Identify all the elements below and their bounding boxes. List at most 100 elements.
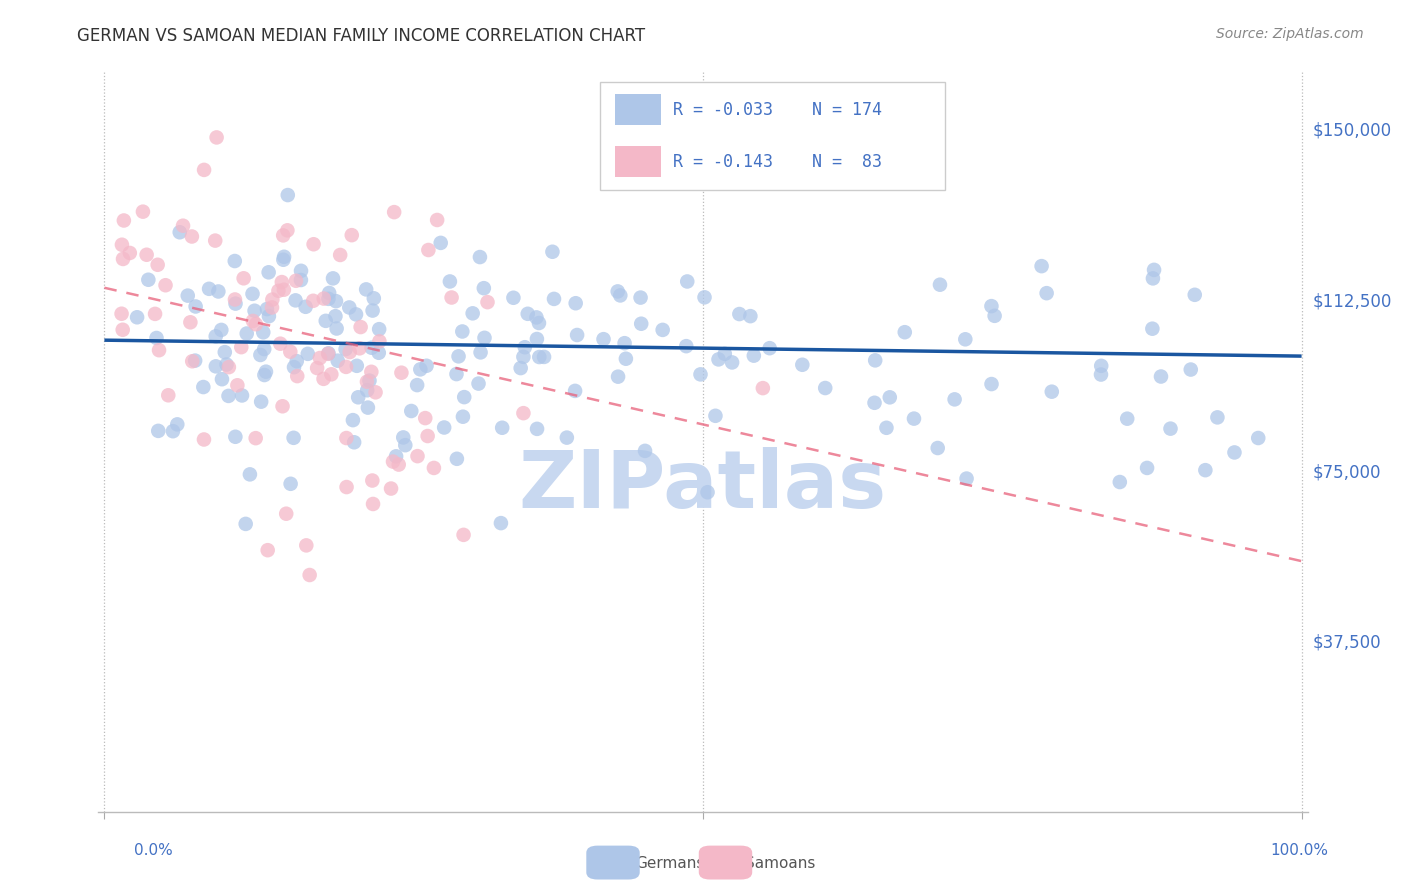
Point xyxy=(316,347,339,361)
Point xyxy=(193,162,215,177)
Point xyxy=(592,332,614,346)
Point xyxy=(250,394,273,409)
Point xyxy=(1184,288,1206,302)
Point xyxy=(380,482,402,496)
Point xyxy=(346,359,368,373)
Point xyxy=(502,291,524,305)
Point xyxy=(361,303,384,318)
Point xyxy=(325,309,347,323)
Point xyxy=(675,339,697,353)
Point xyxy=(204,329,226,343)
Point xyxy=(242,314,264,328)
Point xyxy=(273,283,295,297)
Point xyxy=(359,374,381,388)
Point xyxy=(368,322,391,336)
Point xyxy=(1116,411,1139,425)
Point xyxy=(423,461,446,475)
FancyBboxPatch shape xyxy=(600,82,945,190)
Point xyxy=(312,372,335,386)
Point xyxy=(290,264,312,278)
Point xyxy=(278,344,301,359)
Point xyxy=(526,422,548,436)
Point xyxy=(235,326,257,341)
Point xyxy=(394,438,416,452)
Point xyxy=(489,516,512,530)
Point xyxy=(215,358,238,372)
Point xyxy=(180,229,202,244)
Point xyxy=(742,349,765,363)
Point xyxy=(1035,286,1057,301)
Point xyxy=(166,417,188,432)
Point xyxy=(1247,431,1270,445)
Point xyxy=(416,429,439,443)
Point xyxy=(218,389,240,403)
Point xyxy=(302,293,325,308)
Text: GERMAN VS SAMOAN MEDIAN FAMILY INCOME CORRELATION CHART: GERMAN VS SAMOAN MEDIAN FAMILY INCOME CO… xyxy=(77,27,645,45)
Point xyxy=(1206,410,1229,425)
Point xyxy=(318,346,340,360)
Point xyxy=(342,413,364,427)
Point xyxy=(470,345,492,359)
Point xyxy=(814,381,837,395)
Point xyxy=(1040,384,1063,399)
Point xyxy=(298,568,321,582)
Point xyxy=(863,396,886,410)
Point xyxy=(110,307,132,321)
Point xyxy=(290,273,312,287)
Point xyxy=(271,228,294,243)
Point xyxy=(1180,362,1202,376)
Point xyxy=(676,275,699,289)
Text: N = 174: N = 174 xyxy=(811,101,882,119)
Point xyxy=(689,368,711,382)
Point xyxy=(335,359,357,374)
Point xyxy=(231,340,253,354)
Point xyxy=(329,248,352,262)
Point xyxy=(693,290,716,304)
Point xyxy=(980,299,1002,313)
Point xyxy=(630,291,652,305)
Point xyxy=(474,331,496,345)
Point xyxy=(879,390,901,404)
Point xyxy=(406,449,429,463)
Point xyxy=(321,368,343,382)
Text: R = -0.143: R = -0.143 xyxy=(672,153,773,170)
Point xyxy=(181,354,204,368)
Point xyxy=(239,467,262,482)
Point xyxy=(792,358,814,372)
Point xyxy=(758,341,780,355)
Point xyxy=(193,380,215,394)
Point xyxy=(347,390,370,404)
Point xyxy=(339,345,361,359)
Point xyxy=(630,317,652,331)
Point xyxy=(245,431,267,445)
Text: N =  83: N = 83 xyxy=(811,153,882,170)
Point xyxy=(361,474,384,488)
Point xyxy=(224,430,246,444)
Point xyxy=(285,354,308,368)
Point xyxy=(391,366,413,380)
Point xyxy=(527,316,550,330)
Point xyxy=(344,307,367,321)
Point xyxy=(335,480,357,494)
Point xyxy=(118,246,141,260)
Point xyxy=(392,430,415,444)
Point xyxy=(927,441,949,455)
Point xyxy=(205,130,228,145)
Point xyxy=(322,271,344,285)
Point xyxy=(262,293,284,307)
Point xyxy=(696,485,718,500)
Point xyxy=(1090,359,1112,373)
Text: 100.0%: 100.0% xyxy=(1271,843,1329,858)
Point xyxy=(184,353,207,368)
Point xyxy=(335,342,357,356)
Point xyxy=(224,254,246,268)
Point xyxy=(260,301,283,315)
Point xyxy=(257,309,280,323)
Point xyxy=(472,281,495,295)
Point xyxy=(516,307,538,321)
Point xyxy=(651,323,673,337)
Point xyxy=(477,295,499,310)
Point xyxy=(249,348,271,362)
Point xyxy=(382,454,405,468)
Point xyxy=(564,296,586,310)
